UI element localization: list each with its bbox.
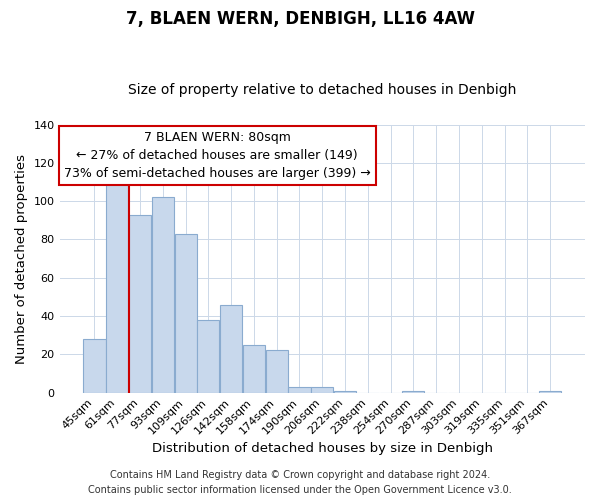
Bar [334, 390, 356, 392]
Bar [106, 180, 128, 392]
Bar [220, 304, 242, 392]
Bar [403, 390, 424, 392]
Bar [152, 198, 174, 392]
Bar [175, 234, 197, 392]
Y-axis label: Number of detached properties: Number of detached properties [15, 154, 28, 364]
Bar [311, 387, 334, 392]
Title: Size of property relative to detached houses in Denbigh: Size of property relative to detached ho… [128, 83, 517, 97]
Bar [243, 344, 265, 393]
Bar [539, 390, 561, 392]
Bar [266, 350, 288, 393]
Text: 7 BLAEN WERN: 80sqm
← 27% of detached houses are smaller (149)
73% of semi-detac: 7 BLAEN WERN: 80sqm ← 27% of detached ho… [64, 132, 371, 180]
Text: 7, BLAEN WERN, DENBIGH, LL16 4AW: 7, BLAEN WERN, DENBIGH, LL16 4AW [125, 10, 475, 28]
Bar [129, 214, 151, 392]
Bar [83, 339, 106, 392]
Bar [197, 320, 220, 392]
Text: Contains HM Land Registry data © Crown copyright and database right 2024.
Contai: Contains HM Land Registry data © Crown c… [88, 470, 512, 495]
Bar [289, 387, 311, 392]
X-axis label: Distribution of detached houses by size in Denbigh: Distribution of detached houses by size … [152, 442, 493, 455]
